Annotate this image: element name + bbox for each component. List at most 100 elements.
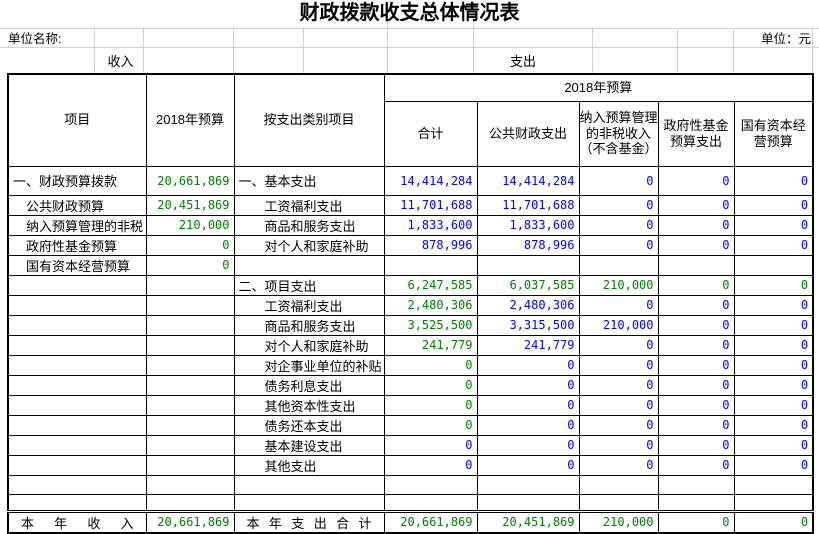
expense-value-cell[interactable]: 6,247,585 [383, 274, 478, 296]
expense-value-cell[interactable]: 0 [657, 334, 735, 356]
total-income-value-cell[interactable]: 20,661,869 [145, 509, 235, 533]
expense-value-cell[interactable]: 0 [733, 194, 814, 216]
expense-value-cell[interactable] [476, 254, 580, 276]
expense-value-cell[interactable]: 878,996 [476, 234, 580, 256]
expense-value-cell[interactable]: 0 [383, 374, 478, 396]
col-header-gov-fund[interactable]: 政府性基金预算支出 [657, 100, 735, 167]
col-header-total[interactable]: 合计 [383, 100, 478, 167]
income-item-cell[interactable]: 纳入预算管理的非税 [7, 214, 147, 236]
income-value-cell[interactable] [145, 454, 235, 476]
income-item-cell[interactable]: 政府性基金预算 [7, 234, 147, 256]
expense-value-cell[interactable]: 6,037,585 [476, 274, 580, 296]
expense-item-cell[interactable]: 其他支出 [233, 454, 385, 476]
expense-value-cell[interactable]: 0 [733, 274, 814, 296]
expense-value-cell[interactable]: 0 [578, 434, 659, 456]
income-item-cell[interactable] [7, 493, 147, 512]
income-item-cell[interactable] [7, 334, 147, 356]
expense-value-cell[interactable]: 0 [657, 354, 735, 376]
expense-value-cell[interactable]: 0 [578, 234, 659, 256]
total-expense-value-cell[interactable]: 20,661,869 [383, 509, 478, 533]
expense-value-cell[interactable]: 0 [657, 454, 735, 476]
expense-item-cell[interactable]: 商品和服务支出 [233, 314, 385, 336]
expense-value-cell[interactable]: 0 [476, 454, 580, 476]
expense-value-cell[interactable]: 0 [476, 394, 580, 416]
expense-value-cell[interactable]: 0 [733, 214, 814, 236]
expense-value-cell[interactable]: 0 [733, 414, 814, 436]
expense-item-cell[interactable]: 商品和服务支出 [233, 214, 385, 236]
col-header-item[interactable]: 项目 [7, 73, 147, 167]
expense-value-cell[interactable] [383, 493, 478, 512]
expense-value-cell[interactable]: 0 [657, 414, 735, 436]
expense-value-cell[interactable]: 0 [578, 414, 659, 436]
income-value-cell[interactable] [145, 434, 235, 456]
expense-value-cell[interactable]: 0 [578, 454, 659, 476]
expense-value-cell[interactable]: 11,701,688 [383, 194, 478, 216]
expense-value-cell[interactable] [476, 493, 580, 512]
expense-value-cell[interactable]: 0 [733, 394, 814, 416]
total-expense-value-cell[interactable]: 0 [733, 509, 814, 533]
expense-item-cell[interactable]: 其他资本性支出 [233, 394, 385, 416]
income-item-cell[interactable] [7, 294, 147, 316]
income-value-cell[interactable] [145, 394, 235, 416]
expense-value-cell[interactable]: 2,480,306 [383, 294, 478, 316]
income-value-cell[interactable]: 0 [145, 254, 235, 276]
expense-value-cell[interactable]: 0 [657, 165, 735, 196]
col-header-nontax-income[interactable]: 纳入预算管理的非税收入（不含基金） [578, 100, 659, 167]
expense-value-cell[interactable]: 0 [657, 274, 735, 296]
expense-value-cell[interactable]: 11,701,688 [476, 194, 580, 216]
income-item-cell[interactable]: 一、财政预算拨款 [7, 165, 147, 196]
expense-item-cell[interactable]: 对企事业单位的补贴 [233, 354, 385, 376]
expense-item-cell[interactable]: 基本建设支出 [233, 434, 385, 456]
expense-value-cell[interactable]: 0 [383, 354, 478, 376]
income-item-cell[interactable] [7, 274, 147, 296]
col-header-state-capital[interactable]: 国有资本经营预算 [733, 100, 814, 167]
expense-value-cell[interactable]: 0 [657, 214, 735, 236]
expense-value-cell[interactable] [476, 474, 580, 495]
expense-value-cell[interactable]: 0 [733, 454, 814, 476]
income-value-cell[interactable] [145, 274, 235, 296]
income-item-cell[interactable] [7, 454, 147, 476]
expense-item-cell[interactable] [233, 254, 385, 276]
expense-item-cell[interactable] [233, 493, 385, 512]
expense-value-cell[interactable] [733, 254, 814, 276]
expense-value-cell[interactable]: 210,000 [578, 274, 659, 296]
income-value-cell[interactable] [145, 334, 235, 356]
expense-item-cell[interactable]: 对个人和家庭补助 [233, 234, 385, 256]
expense-value-cell[interactable]: 0 [733, 354, 814, 376]
col-header-income-budget[interactable]: 2018年预算 [145, 73, 235, 167]
expense-value-cell[interactable] [578, 474, 659, 495]
expense-value-cell[interactable]: 0 [657, 294, 735, 316]
expense-value-cell[interactable]: 0 [383, 414, 478, 436]
income-item-cell[interactable] [7, 434, 147, 456]
expense-value-cell[interactable]: 0 [578, 354, 659, 376]
income-value-cell[interactable]: 20,451,869 [145, 194, 235, 216]
expense-value-cell[interactable] [657, 493, 735, 512]
expense-value-cell[interactable]: 0 [578, 214, 659, 236]
income-item-cell[interactable]: 公共财政预算 [7, 194, 147, 216]
expense-value-cell[interactable]: 0 [733, 234, 814, 256]
expense-value-cell[interactable]: 1,833,600 [476, 214, 580, 236]
expense-value-cell[interactable] [733, 474, 814, 495]
income-value-cell[interactable]: 20,661,869 [145, 165, 235, 196]
expense-value-cell[interactable] [733, 493, 814, 512]
expense-item-cell[interactable]: 工资福利支出 [233, 294, 385, 316]
expense-value-cell[interactable]: 0 [657, 434, 735, 456]
total-expense-value-cell[interactable]: 20,451,869 [476, 509, 580, 533]
total-income-label-cell[interactable]: 本 年 收 入 [7, 509, 147, 533]
income-value-cell[interactable]: 0 [145, 234, 235, 256]
col-header-expense-category[interactable]: 按支出类别项目 [233, 73, 385, 167]
income-value-cell[interactable] [145, 474, 235, 495]
expense-value-cell[interactable]: 0 [383, 434, 478, 456]
expense-value-cell[interactable]: 3,525,500 [383, 314, 478, 336]
expense-value-cell[interactable]: 0 [733, 165, 814, 196]
expense-value-cell[interactable]: 0 [476, 354, 580, 376]
expense-value-cell[interactable]: 241,779 [383, 334, 478, 356]
expense-value-cell[interactable]: 0 [476, 434, 580, 456]
expense-value-cell[interactable]: 0 [476, 374, 580, 396]
total-expense-value-cell[interactable]: 0 [657, 509, 735, 533]
expense-item-cell[interactable]: 二、项目支出 [233, 274, 385, 296]
expense-value-cell[interactable]: 0 [383, 454, 478, 476]
expense-value-cell[interactable] [383, 254, 478, 276]
col-header-public-finance[interactable]: 公共财政支出 [476, 100, 580, 167]
expense-item-cell[interactable]: 对个人和家庭补助 [233, 334, 385, 356]
